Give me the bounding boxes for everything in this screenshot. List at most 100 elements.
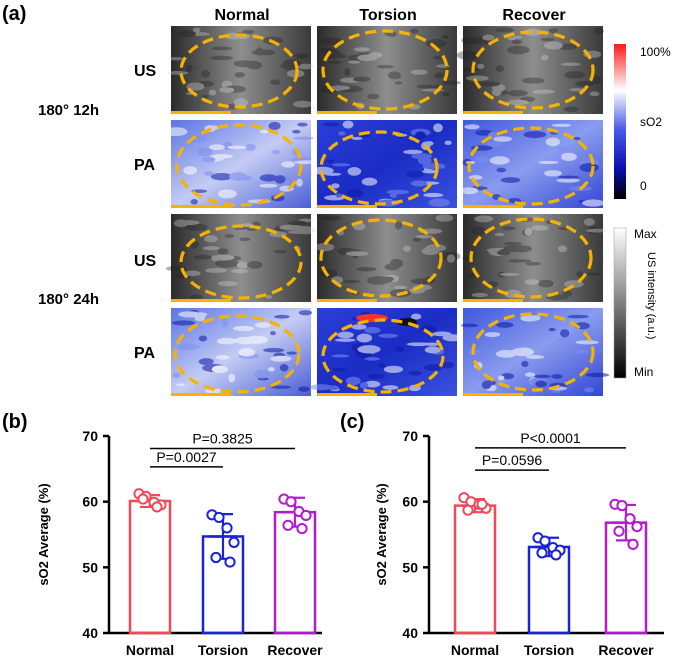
speckle — [245, 336, 268, 344]
y-tick-label: 50 — [402, 559, 418, 575]
speckle — [185, 345, 200, 348]
speckle — [199, 336, 207, 342]
speckle — [475, 156, 489, 164]
speckle — [378, 334, 398, 338]
speckle — [464, 124, 479, 129]
speckle — [211, 154, 233, 158]
speckle — [378, 363, 385, 368]
speckle — [328, 385, 339, 390]
us-colorbar-top-label: Max — [634, 227, 657, 241]
data-point — [614, 527, 623, 536]
data-point — [301, 511, 310, 520]
speckle — [507, 100, 529, 105]
speckle — [338, 131, 345, 135]
speckle — [351, 324, 366, 330]
speckle — [493, 136, 512, 142]
speckle — [432, 331, 451, 336]
speckle — [435, 73, 444, 79]
data-point — [286, 497, 295, 506]
y-tick-label: 50 — [82, 559, 98, 575]
speckle — [471, 293, 487, 297]
x-tick-label-normal: Normal — [126, 642, 174, 658]
bar-recover — [275, 512, 315, 633]
speckle — [525, 279, 539, 285]
speckle — [388, 71, 401, 79]
speckle — [293, 101, 312, 108]
tile-us-24h-recover — [462, 214, 607, 302]
bar-normal — [130, 501, 170, 633]
y-tick-label: 70 — [82, 428, 98, 444]
speckle — [574, 137, 581, 140]
speckle — [368, 374, 384, 379]
speckle — [263, 348, 284, 352]
speckle — [204, 171, 214, 176]
speckle — [423, 193, 443, 197]
speckle — [343, 280, 360, 283]
speckle — [483, 172, 502, 180]
speckle — [169, 57, 183, 61]
speckle — [260, 130, 269, 134]
tile-pa-24h-torsion — [310, 308, 463, 396]
speckle — [487, 248, 500, 251]
speckle — [333, 368, 347, 371]
so2-colorbar-title: sO2 — [640, 115, 662, 129]
speckle — [344, 68, 350, 77]
speckle — [332, 163, 351, 166]
speckle — [584, 387, 594, 392]
speckle — [544, 41, 563, 49]
speckle — [215, 259, 239, 268]
image-grid — [164, 26, 609, 396]
speckle — [433, 123, 443, 132]
data-point — [152, 502, 161, 511]
speckle — [551, 374, 562, 379]
speckle — [211, 255, 234, 261]
row-mode-label-pa-24h: PA — [134, 345, 155, 362]
speckle — [558, 245, 567, 252]
column-header-recover: Recover — [502, 7, 565, 24]
speckle — [411, 180, 427, 186]
speckle — [496, 322, 513, 328]
speckle — [546, 138, 560, 147]
speckle — [567, 315, 589, 319]
tile-us-12h-torsion — [317, 26, 461, 114]
speckle — [357, 334, 372, 343]
y-tick-label: 40 — [402, 625, 418, 641]
speckle — [172, 320, 195, 325]
figure-canvas: (a) (b) (c) Normal Torsion Recover 180° … — [0, 0, 685, 661]
speckle — [345, 251, 368, 256]
speckle — [411, 70, 428, 75]
speckle — [575, 81, 594, 87]
speckle — [422, 247, 439, 255]
data-point — [625, 514, 634, 523]
speckle — [504, 245, 526, 252]
speckle — [428, 198, 449, 206]
speckle — [296, 179, 303, 187]
speckle — [500, 273, 520, 276]
panel-b-label: (b) — [2, 411, 28, 433]
p-value-label: P=0.0027 — [156, 449, 217, 465]
speckle — [193, 27, 201, 32]
data-point — [477, 500, 486, 509]
tile-pa-24h-recover — [461, 308, 609, 396]
speckle — [283, 59, 302, 67]
speckle — [222, 318, 228, 327]
speckle — [274, 250, 287, 253]
speckle — [294, 137, 314, 140]
speckle — [204, 235, 217, 242]
bar-torsion — [529, 547, 569, 633]
speckle — [194, 255, 211, 260]
speckle — [233, 326, 254, 331]
speckle — [272, 150, 280, 154]
panel-c-label: (c) — [340, 411, 364, 433]
speckle — [558, 176, 579, 179]
us-colorbar-bottom-label: Min — [634, 365, 653, 379]
data-point — [537, 548, 546, 557]
p-value-label: P=0.0596 — [482, 452, 543, 468]
speckle — [288, 230, 306, 234]
speckle — [524, 228, 532, 236]
speckle — [362, 178, 378, 186]
speckle — [507, 46, 530, 55]
speckle — [347, 189, 363, 198]
speckle — [556, 146, 571, 151]
speckle — [238, 348, 255, 356]
